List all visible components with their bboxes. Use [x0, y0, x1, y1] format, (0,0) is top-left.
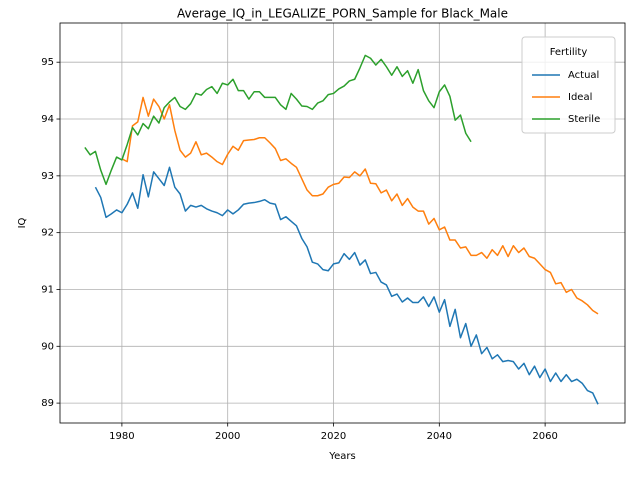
legend-label: Ideal: [568, 92, 592, 103]
lines: [84, 54, 599, 405]
x-tick-label: 2000: [215, 431, 240, 442]
x-tick-label: 2060: [532, 431, 557, 442]
y-tick-label: 93: [41, 171, 54, 182]
y-tick-label: 94: [41, 114, 54, 125]
x-tick-label: 2040: [427, 431, 452, 442]
data-line: [94, 166, 599, 405]
legend-label: Sterile: [568, 114, 600, 125]
y-tick-label: 91: [41, 284, 54, 295]
y-tick-label: 95: [41, 57, 54, 68]
legend: Fertility Actual Ideal Sterile: [521, 36, 616, 134]
chart-title: Average_IQ_in_LEGALIZE_PORN_Sample for B…: [177, 7, 508, 21]
x-tick-label: 1980: [109, 431, 134, 442]
x-axis-label: Years: [328, 451, 355, 462]
plot-frame: [59, 22, 626, 424]
y-axis-label: IQ: [17, 217, 28, 228]
y-tick-label: 89: [41, 398, 54, 409]
data-line: [121, 96, 599, 315]
data-line: [84, 54, 472, 186]
legend-label: Actual: [568, 70, 599, 81]
y-tick-label: 90: [41, 341, 54, 352]
y-tick-label: 92: [41, 228, 54, 239]
x-tick-label: 2020: [321, 431, 346, 442]
legend-title: Fertility: [550, 47, 588, 58]
legend-box: [521, 36, 616, 134]
